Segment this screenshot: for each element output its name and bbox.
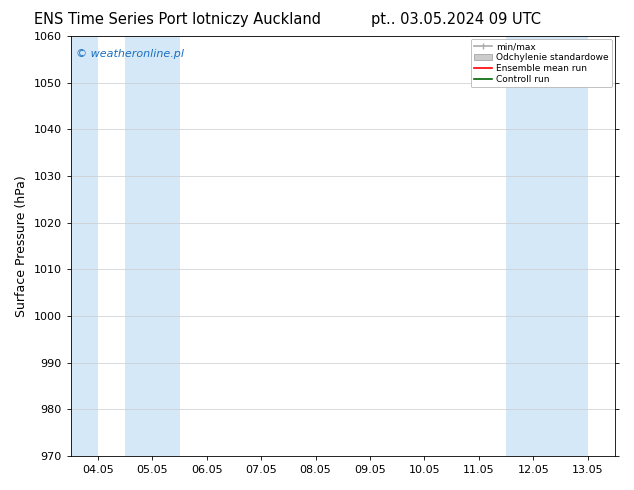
- Legend: min/max, Odchylenie standardowe, Ensemble mean run, Controll run: min/max, Odchylenie standardowe, Ensembl…: [470, 39, 612, 88]
- Text: © weatheronline.pl: © weatheronline.pl: [76, 49, 184, 59]
- Bar: [506, 36, 560, 456]
- Bar: [71, 36, 98, 456]
- Text: pt.. 03.05.2024 09 UTC: pt.. 03.05.2024 09 UTC: [372, 12, 541, 27]
- Y-axis label: Surface Pressure (hPa): Surface Pressure (hPa): [15, 175, 28, 317]
- Bar: [560, 36, 588, 456]
- Text: ENS Time Series Port lotniczy Auckland: ENS Time Series Port lotniczy Auckland: [34, 12, 321, 27]
- Bar: [125, 36, 179, 456]
